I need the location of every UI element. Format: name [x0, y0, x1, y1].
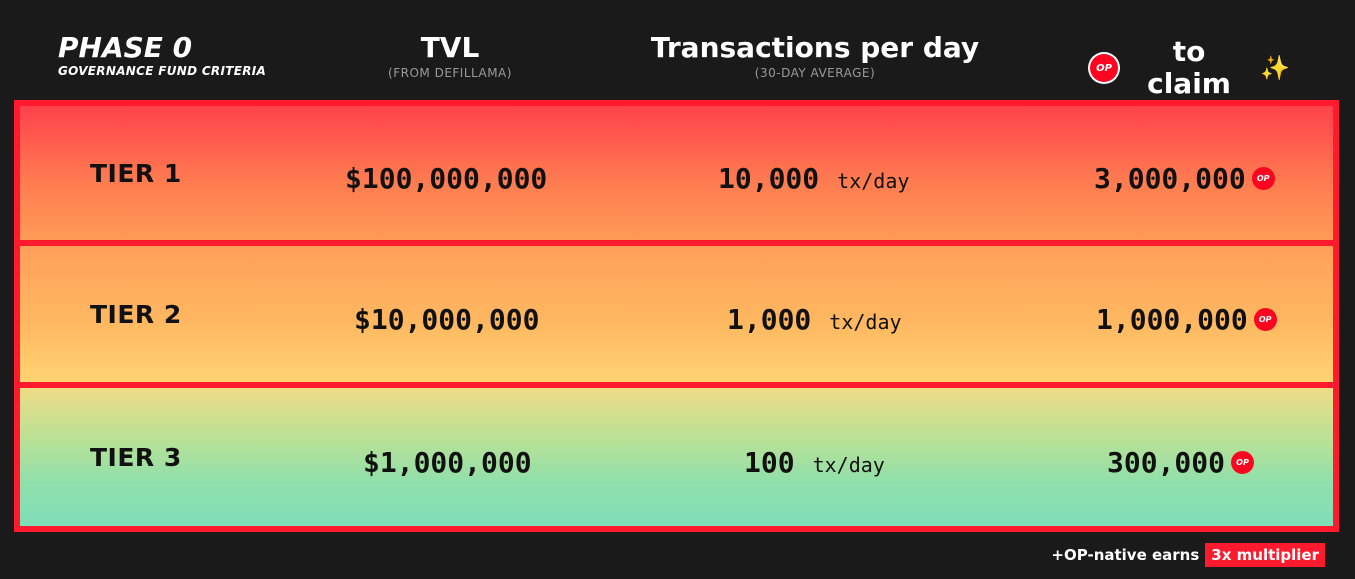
tier-label: TIER 3 [90, 442, 182, 472]
tx-title: Transactions per day [650, 31, 980, 64]
tier-label: TIER 2 [90, 299, 182, 329]
tx-unit: tx/day [829, 310, 902, 334]
tvl-subtitle: (FROM DEFILLAMA) [388, 66, 512, 80]
tx-value: 100 tx/day [744, 388, 885, 536]
claim-amount: 300,000 [1107, 445, 1226, 479]
claim-column-header: OP to claim ✨ [1090, 36, 1290, 100]
table-row: TIER 1 $100,000,000 10,000 tx/day 3,000,… [20, 106, 1333, 240]
op-token-icon: OP [1251, 166, 1275, 190]
tx-number: 10,000 [718, 161, 820, 195]
tvl-value: $1,000,000 [363, 445, 532, 479]
claim-value: 3,000,000 OP [1094, 106, 1275, 250]
footer-text: +OP-native earns [1051, 546, 1200, 564]
tx-value: 10,000 tx/day [718, 106, 909, 250]
multiplier-badge: 3x multiplier [1205, 543, 1325, 567]
tx-number: 1,000 [727, 302, 812, 336]
op-token-icon: OP [1253, 307, 1277, 331]
phase-heading: PHASE 0 GOVERNANCE FUND CRITERIA [58, 31, 267, 79]
tvl-value: $100,000,000 [345, 161, 548, 195]
phase-subtitle: GOVERNANCE FUND CRITERIA [58, 64, 267, 78]
claim-amount: 1,000,000 [1096, 302, 1248, 336]
claim-amount: 3,000,000 [1094, 161, 1246, 195]
tvl-title: TVL [420, 31, 480, 64]
sparkle-icon: ✨ [1260, 54, 1290, 82]
tx-unit: tx/day [837, 169, 910, 193]
tvl-column-header: TVL (FROM DEFILLAMA) [350, 31, 550, 81]
tier-table: TIER 1 $100,000,000 10,000 tx/day 3,000,… [14, 100, 1339, 532]
tx-value: 1,000 tx/day [727, 246, 902, 392]
tx-column-header: Transactions per day (30-DAY AVERAGE) [640, 31, 990, 81]
table-row: TIER 3 $1,000,000 100 tx/day 300,000 OP [20, 388, 1333, 526]
tvl-value: $10,000,000 [354, 302, 540, 336]
header: PHASE 0 GOVERNANCE FUND CRITERIA TVL (FR… [0, 0, 1355, 100]
claim-value: 300,000 OP [1107, 388, 1255, 536]
tx-number: 100 [744, 445, 795, 479]
footer-note: +OP-native earns 3x multiplier [1051, 543, 1325, 567]
op-token-icon: OP [1231, 450, 1255, 474]
claim-value: 1,000,000 OP [1096, 246, 1277, 392]
tx-subtitle: (30-DAY AVERAGE) [754, 66, 876, 80]
table-row: TIER 2 $10,000,000 1,000 tx/day 1,000,00… [20, 246, 1333, 382]
claim-title: to claim [1147, 35, 1231, 100]
tier-label: TIER 1 [90, 158, 182, 188]
phase-title: PHASE 0 [58, 31, 193, 64]
op-token-icon: OP [1090, 54, 1118, 82]
tx-unit: tx/day [812, 453, 885, 477]
